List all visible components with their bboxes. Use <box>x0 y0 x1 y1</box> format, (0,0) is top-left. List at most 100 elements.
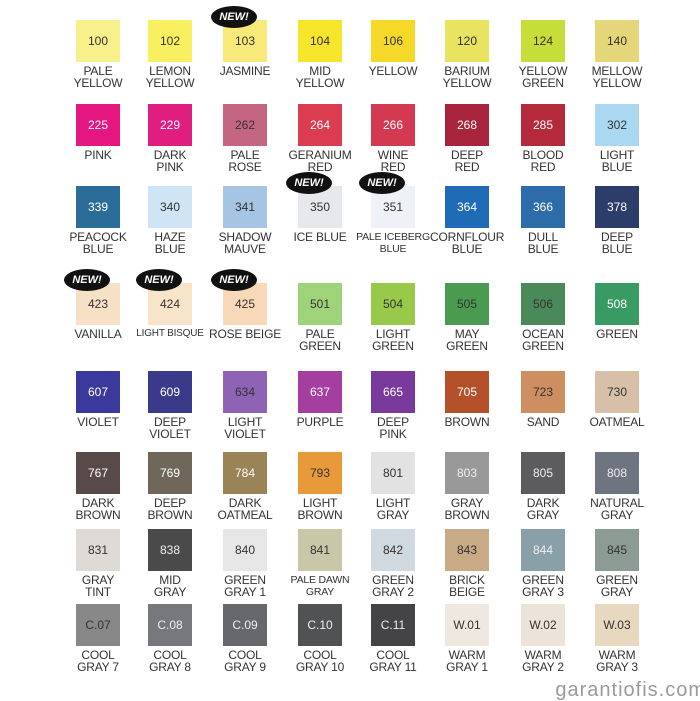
color-item: 302 LIGHT BLUE <box>580 104 654 173</box>
color-code: 366 <box>532 200 554 214</box>
color-item: C.10 COOL GRAY 10 <box>283 604 357 673</box>
color-item: 285 BLOOD RED <box>506 104 580 173</box>
color-item: 378 DEEP BLUE <box>580 186 654 255</box>
color-code: C.11 <box>380 618 406 632</box>
color-name: LIGHT BISQUE <box>136 328 204 339</box>
color-swatch: 120 <box>445 20 489 62</box>
color-code: 364 <box>456 200 478 214</box>
new-badge: NEW! <box>211 269 257 291</box>
color-swatch: 225 <box>76 104 120 146</box>
color-swatch: C.07 <box>76 604 120 646</box>
color-swatch: 665 <box>371 371 415 413</box>
color-swatch: 340 <box>148 186 192 228</box>
color-item: 268 DEEP RED <box>430 104 504 173</box>
color-item: C.07 COOL GRAY 7 <box>61 604 135 673</box>
color-code: 793 <box>309 466 331 480</box>
color-swatch: 838 <box>148 529 192 571</box>
color-swatch: 831 <box>76 529 120 571</box>
color-item: 225 PINK <box>61 104 135 161</box>
color-code: 803 <box>456 466 478 480</box>
color-item: 607 VIOLET <box>61 371 135 428</box>
color-swatch: 264 <box>298 104 342 146</box>
color-code: 102 <box>159 34 181 48</box>
color-swatch: 124 <box>521 20 565 62</box>
color-name: GREEN GRAY 2 <box>372 573 414 599</box>
color-swatch: W.01 <box>445 604 489 646</box>
color-code: 285 <box>532 118 554 132</box>
color-item: C.11 COOL GRAY 11 <box>356 604 430 673</box>
color-item: 838 MID GRAY <box>133 529 207 598</box>
color-code: 784 <box>234 466 256 480</box>
color-item: C.09 COOL GRAY 9 <box>208 604 282 673</box>
color-code: 705 <box>456 385 478 399</box>
color-swatch: 730 <box>595 371 639 413</box>
color-name: COOL GRAY 11 <box>369 648 417 674</box>
color-name: LIGHT GREEN <box>372 327 414 353</box>
color-code: 339 <box>87 200 109 214</box>
new-badge: NEW! <box>359 172 405 194</box>
color-swatch: 266 <box>371 104 415 146</box>
color-name: PINK <box>84 148 112 162</box>
color-code: 505 <box>456 297 478 311</box>
color-swatch: W.02 <box>521 604 565 646</box>
color-code: 831 <box>87 543 109 557</box>
color-swatch: 843 <box>445 529 489 571</box>
color-code: 104 <box>309 34 331 48</box>
color-swatch: 103 NEW! <box>211 6 267 62</box>
color-swatch: 425 NEW! <box>211 269 267 325</box>
new-badge: NEW! <box>211 6 257 28</box>
color-swatch: 634 <box>223 371 267 413</box>
new-badge: NEW! <box>136 269 182 291</box>
color-code: 350 <box>309 200 331 214</box>
color-swatch: 104 <box>298 20 342 62</box>
color-code: 264 <box>309 118 331 132</box>
color-name: GREEN GRAY 1 <box>224 573 266 599</box>
color-item: 637 PURPLE <box>283 371 357 428</box>
color-item: W.02 WARM GRAY 2 <box>506 604 580 673</box>
color-swatch: 378 <box>595 186 639 228</box>
color-code: C.08 <box>157 618 183 632</box>
color-swatch: 102 <box>148 20 192 62</box>
color-name: NATURAL GRAY <box>590 496 644 522</box>
color-item: 424 NEW! LIGHT BISQUE <box>133 269 207 340</box>
color-name: COOL GRAY 8 <box>149 648 191 674</box>
color-name: VIOLET <box>77 415 119 429</box>
color-code: 124 <box>532 34 554 48</box>
color-swatch: 784 <box>223 452 267 494</box>
color-item: 504 LIGHT GREEN <box>356 283 430 352</box>
color-item: 665 DEEP PINK <box>356 371 430 440</box>
color-swatch: C.09 <box>223 604 267 646</box>
color-code: 730 <box>606 385 628 399</box>
color-name: PALE YELLOW <box>73 64 123 90</box>
color-item: 843 BRICK BEIGE <box>430 529 504 598</box>
color-item: 784 DARK OATMEAL <box>208 452 282 521</box>
color-name: SAND <box>526 415 560 429</box>
color-code: 609 <box>159 385 181 399</box>
color-item: 262 PALE ROSE <box>208 104 282 173</box>
color-code: 508 <box>606 297 628 311</box>
color-name: PEACOCK BLUE <box>69 230 127 256</box>
color-item: 341 SHADOW MAUVE <box>208 186 282 255</box>
color-name: HAZE BLUE <box>154 230 186 256</box>
color-code: W.02 <box>529 618 557 632</box>
color-swatch: 808 <box>595 452 639 494</box>
color-code: 262 <box>234 118 256 132</box>
color-code: 424 <box>159 297 181 311</box>
color-item: 104 MID YELLOW <box>283 20 357 89</box>
color-swatch: 841 <box>298 529 342 571</box>
color-item: 801 LIGHT GRAY <box>356 452 430 521</box>
color-code: 506 <box>532 297 554 311</box>
color-code: 767 <box>87 466 109 480</box>
color-swatch: 268 <box>445 104 489 146</box>
color-item: 264 GERANIUM RED <box>283 104 357 173</box>
color-code: 351 <box>382 200 404 214</box>
color-code: 425 <box>234 297 256 311</box>
color-code: 841 <box>309 543 331 557</box>
color-name: JASMINE <box>219 64 271 78</box>
color-code: 106 <box>382 34 404 48</box>
color-name: LEMON YELLOW <box>145 64 195 90</box>
color-swatch: 609 <box>148 371 192 413</box>
color-code: 842 <box>382 543 404 557</box>
color-item: 506 OCEAN GREEN <box>506 283 580 352</box>
